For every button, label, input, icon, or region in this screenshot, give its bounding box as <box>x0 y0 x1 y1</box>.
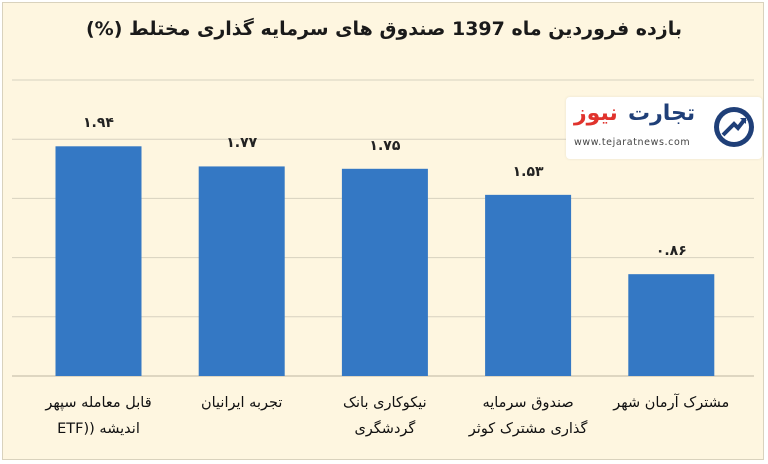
category-label: قابل معامله سپهر اندیشه ((ETF <box>45 395 152 437</box>
data-label: ۰.۸۶ <box>655 243 687 260</box>
logo-wordmark-news: نیوز <box>574 101 618 126</box>
bar <box>485 194 572 376</box>
data-label: ۱.۷۷ <box>226 135 258 152</box>
logo-url: www.tejaratnews.com <box>574 137 691 148</box>
category-label: تجربه ایرانیان <box>200 395 283 411</box>
data-label: ۱.۷۵ <box>369 137 401 154</box>
tejaratnews-logo: نیوز تجارت www.tejaratnews.com <box>566 97 762 159</box>
bar <box>341 168 428 376</box>
category-label: صندوق سرمایه گذاری مشترک کوثر <box>468 395 588 437</box>
category-label: نیکوکاری بانک گردشگری <box>343 395 427 437</box>
data-label: ۱.۹۴ <box>83 115 114 132</box>
bar <box>198 166 285 376</box>
category-label: مشترک آرمان شهر <box>613 395 730 411</box>
logo-wordmark-tejarat: تجارت <box>628 101 696 126</box>
data-label: ۱.۵۳ <box>512 163 544 180</box>
chart-title: بازده فروردین ماه 1397 صندوق های سرمایه … <box>86 18 682 40</box>
arrow-chart-logo-icon <box>714 107 754 147</box>
bar <box>628 274 715 376</box>
bar <box>55 146 142 376</box>
